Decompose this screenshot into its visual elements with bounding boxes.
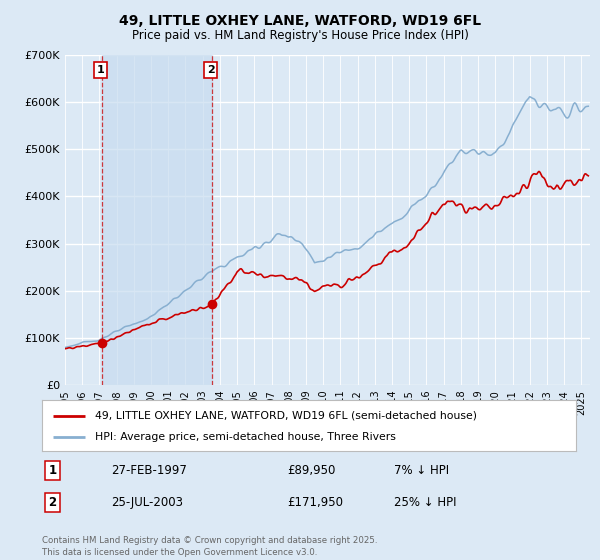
Text: 49, LITTLE OXHEY LANE, WATFORD, WD19 6FL: 49, LITTLE OXHEY LANE, WATFORD, WD19 6FL (119, 14, 481, 28)
Bar (102, 55, 212, 385)
Text: 25-JUL-2003: 25-JUL-2003 (112, 496, 184, 509)
Text: 25% ↓ HPI: 25% ↓ HPI (394, 496, 457, 509)
Text: 27-FEB-1997: 27-FEB-1997 (112, 464, 187, 477)
Text: 2: 2 (49, 496, 57, 509)
Text: 1: 1 (49, 464, 57, 477)
Text: HPI: Average price, semi-detached house, Three Rivers: HPI: Average price, semi-detached house,… (95, 432, 396, 442)
Text: Price paid vs. HM Land Registry's House Price Index (HPI): Price paid vs. HM Land Registry's House … (131, 29, 469, 42)
Text: £171,950: £171,950 (287, 496, 344, 509)
Text: 49, LITTLE OXHEY LANE, WATFORD, WD19 6FL (semi-detached house): 49, LITTLE OXHEY LANE, WATFORD, WD19 6FL… (95, 410, 478, 421)
Text: 1: 1 (97, 65, 104, 75)
Text: Contains HM Land Registry data © Crown copyright and database right 2025.
This d: Contains HM Land Registry data © Crown c… (42, 536, 377, 557)
Text: 2: 2 (207, 65, 214, 75)
Text: 7% ↓ HPI: 7% ↓ HPI (394, 464, 449, 477)
Text: £89,950: £89,950 (287, 464, 336, 477)
